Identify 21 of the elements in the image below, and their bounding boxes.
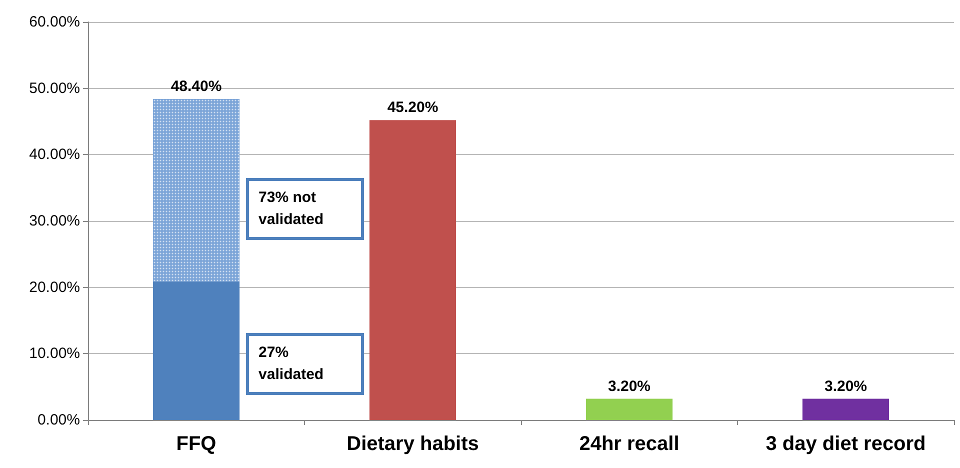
bar — [802, 398, 890, 420]
total-label: 3.20% — [824, 378, 868, 395]
total-label: 48.40% — [170, 78, 222, 95]
x-tick-label: 24hr recall — [579, 433, 680, 455]
callout-box: 73% not validated — [246, 178, 364, 240]
y-tick-label: 0.00% — [37, 412, 80, 428]
y-tick-label: 30.00% — [29, 212, 80, 230]
total-label: 45.20% — [387, 99, 438, 116]
y-tick-label: 20.00% — [29, 278, 80, 296]
bar — [369, 120, 456, 420]
bar — [152, 281, 240, 420]
x-tick-label: Dietary habits — [346, 433, 479, 455]
bar — [586, 398, 673, 420]
x-tick-label: FFQ — [176, 433, 216, 455]
callout-box: 27% validated — [246, 333, 364, 396]
x-tick-label: 3 day diet record — [766, 433, 926, 455]
y-tick-label: 60.00% — [29, 14, 80, 30]
y-tick-label: 40.00% — [29, 146, 80, 164]
total-label: 3.20% — [608, 378, 651, 395]
y-tick-label: 10.00% — [29, 345, 80, 362]
y-tick-label: 50.00% — [29, 80, 80, 97]
